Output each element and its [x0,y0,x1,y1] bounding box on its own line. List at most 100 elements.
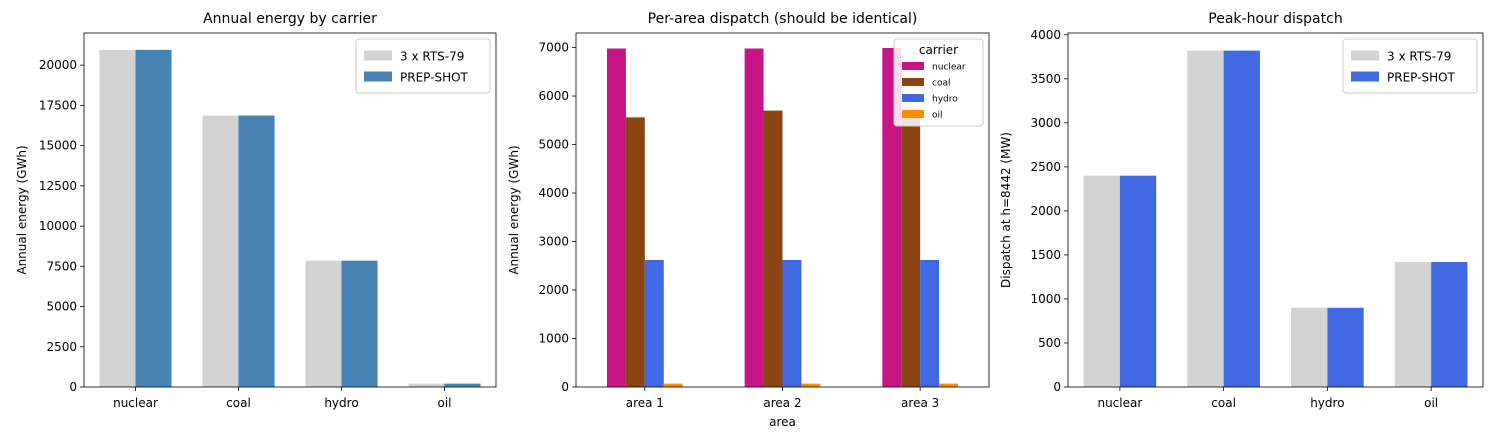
bar-oil-area-1 [663,383,683,387]
y-tick-label: 6000 [538,89,569,103]
legend-box [355,38,491,94]
y-tick-label: 500 [1038,336,1061,350]
x-tick-label: nuclear [113,396,158,410]
bar-3-x-rts-79-oil [408,383,445,387]
chart-1: Annual energy by carrier 0 2500 5000 7500 100… [15,11,497,410]
chart-title: Peak-hour dispatch [1208,11,1342,27]
legend-swatch-3-x-rts-79 [1351,50,1379,61]
y-tick-label: 12500 [39,179,77,193]
y-tick-label: 1000 [1030,292,1061,306]
chart-title: Annual energy by carrier [203,11,377,27]
x-tick-label: nuclear [1097,396,1142,410]
y-axis-label: Annual energy (GWh) [15,145,29,274]
bar-3-x-rts-79-oil [1394,261,1432,387]
legend: 3 x RTS-79 PREP-SHOT [355,38,491,94]
chart-2: Per-area dispatch (should be identical) 0… [507,11,990,429]
x-tick-label: oil [1424,396,1438,410]
legend-swatch-prep-shot [1351,71,1379,82]
x-tick-label: coal [226,396,251,410]
y-axis-label: Dispatch at h=8442 (MW) [999,132,1013,288]
bar-oil-area-2 [801,383,821,387]
y-axis-label: Annual energy (GWh) [507,145,521,274]
legend-box [1342,38,1478,94]
y-tick-label: 15000 [39,139,77,153]
bar-prep-shot-nuclear [135,49,172,388]
legend-swatch-coal [902,78,924,86]
bar-nuclear-area-2 [744,48,764,388]
legend-swatch-3-x-rts-79 [364,50,392,61]
x-tick-label: area 3 [901,396,939,410]
bar-hydro-area-1 [644,259,664,387]
y-tick-label: 3500 [1030,72,1061,86]
legend-label-oil: oil [932,111,943,121]
y-tick-label: 17500 [39,98,77,112]
legend-label-hydro: hydro [932,95,958,105]
x-tick-label: area 1 [626,396,664,410]
y-tick-label: 1000 [538,332,569,346]
bar-3-x-rts-79-hydro [1291,307,1328,387]
y-tick-label: 10000 [39,219,77,233]
y-tick-label: 7000 [538,41,569,55]
bar-nuclear-area-3 [882,48,902,387]
legend-label-nuclear: nuclear [932,63,966,73]
y-tick-label: 4000 [538,186,569,200]
axes-frame [83,32,497,388]
bar-3-x-rts-79-hydro [305,260,342,387]
y-tick-label: 2000 [538,283,569,297]
legend: carrier nuclear coal hydro oil [893,38,984,127]
bar-coal-area-1 [625,117,645,387]
chart-3: Peak-hour dispatch 0 500 1000 1500 2000 2500 30… [999,11,1484,410]
x-tick-label: area 2 [763,396,801,410]
bar-prep-shot-oil [1431,261,1468,387]
legend: 3 x RTS-79 PREP-SHOT [1342,38,1478,94]
x-axis-label: area [769,415,796,429]
legend-swatch-hydro [902,94,924,102]
x-tick-label: hydro [1310,396,1344,410]
bar-prep-shot-hydro [341,260,378,387]
bar-nuclear-area-1 [606,48,626,388]
x-tick-label: hydro [324,396,358,410]
x-tick-label: oil [437,396,451,410]
y-tick-label: 2500 [1030,160,1061,174]
bar-prep-shot-oil [444,383,481,387]
axes-frame [1067,32,1484,388]
legend-label-3-x-rts-79: 3 x RTS-79 [400,50,464,64]
y-tick-label: 0 [1053,380,1061,394]
bar-hydro-area-3 [920,259,940,387]
y-tick-label: 1500 [1030,248,1061,262]
x-tick-label: coal [1211,396,1236,410]
y-tick-label: 5000 [46,300,77,314]
y-tick-label: 20000 [39,58,77,72]
legend-box [893,38,984,127]
bar-prep-shot-coal [238,115,275,388]
bar-3-x-rts-79-coal [202,115,239,388]
y-tick-label: 2000 [1030,204,1061,218]
bar-coal-area-3 [901,114,921,387]
y-tick-label: 3000 [538,235,569,249]
y-tick-label: 0 [561,380,569,394]
legend-swatch-oil [902,110,924,118]
bar-hydro-area-2 [782,259,802,387]
y-tick-label: 0 [69,380,77,394]
y-tick-label: 4000 [1030,28,1061,42]
legend-label-coal: coal [932,79,950,89]
bar-3-x-rts-79-coal [1187,50,1224,388]
bar-3-x-rts-79-nuclear [99,49,136,388]
bar-prep-shot-nuclear [1119,175,1157,387]
bar-prep-shot-hydro [1327,307,1364,387]
y-tick-label: 2500 [46,340,77,354]
y-tick-label: 3000 [1030,116,1061,130]
legend-label-prep-shot: PREP-SHOT [400,71,469,85]
chart-title: Per-area dispatch (should be identical) [648,11,918,27]
y-tick-label: 5000 [538,138,569,152]
legend-label-3-x-rts-79: 3 x RTS-79 [1387,50,1451,64]
legend-title: carrier [919,43,958,57]
legend-swatch-prep-shot [364,71,392,82]
legend-label-prep-shot: PREP-SHOT [1387,71,1456,85]
bar-3-x-rts-79-nuclear [1083,175,1120,387]
legend-swatch-nuclear [902,62,924,70]
bar-coal-area-2 [763,110,783,387]
bar-oil-area-3 [939,383,959,387]
bar-prep-shot-coal [1223,50,1260,388]
